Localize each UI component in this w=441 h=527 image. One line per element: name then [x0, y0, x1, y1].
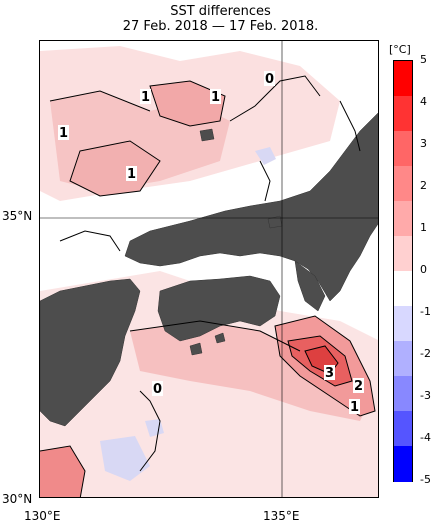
- contour-label: 1: [59, 126, 68, 141]
- colorbar-tick-label: 1: [420, 221, 427, 234]
- colorbar-tick-label: 3: [420, 137, 427, 150]
- colorbar-segment: [394, 201, 412, 237]
- colorbar-segment: [394, 306, 412, 342]
- land-mass: [40, 112, 378, 427]
- lat-label-30: 30°N: [2, 492, 33, 506]
- contour-label: 1: [350, 400, 359, 415]
- colorbar-segment: [394, 61, 412, 97]
- contour-label: 1: [141, 90, 150, 105]
- colorbar-segment: [394, 131, 412, 167]
- graticule: [40, 41, 378, 497]
- sst-map-svg: 1 1 1 1 0 0 3 2 1: [40, 41, 378, 497]
- lat-label-35: 35°N: [2, 209, 33, 223]
- contour-label: 1: [127, 167, 136, 182]
- colorbar-unit: [°C]: [389, 43, 411, 56]
- colorbar-tick-label: -2: [420, 347, 431, 360]
- colorbar-tick-label: -5: [420, 473, 431, 486]
- sst-map: 1 1 1 1 0 0 3 2 1: [39, 40, 379, 498]
- contour-lines: [40, 75, 376, 497]
- colorbar-tick-label: -4: [420, 431, 431, 444]
- colorbar-segment: [394, 446, 412, 482]
- colorbar-tick-label: -3: [420, 389, 431, 402]
- colorbar-segment: [394, 411, 412, 447]
- contour-labels: 1 1 1 1 0 0 3 2 1: [58, 71, 364, 415]
- contour-label: 3: [325, 366, 334, 381]
- colorbar-segment: [394, 236, 412, 272]
- contour-label: 1: [211, 90, 220, 105]
- colorbar-tick-label: -1: [420, 305, 431, 318]
- colorbar-tick-label: 0: [420, 263, 427, 276]
- colorbar: [393, 60, 413, 482]
- lon-label-135: 135°E: [263, 509, 300, 523]
- lon-label-130: 130°E: [24, 509, 61, 523]
- contour-label: 0: [153, 382, 162, 397]
- colorbar-segment: [394, 341, 412, 377]
- colorbar-segment: [394, 166, 412, 202]
- map-title: SST differences: [170, 4, 271, 19]
- contour-label: 2: [354, 379, 363, 394]
- colorbar-tick-label: 4: [420, 95, 427, 108]
- colorbar-segment: [394, 376, 412, 412]
- colorbar-segment: [394, 271, 412, 307]
- colorbar-tick-label: 5: [420, 53, 427, 66]
- map-subtitle: 27 Feb. 2018 — 17 Feb. 2018.: [122, 19, 319, 34]
- colorbar-tick-label: 2: [420, 179, 427, 192]
- contour-label: 0: [265, 72, 274, 87]
- colorbar-segment: [394, 96, 412, 132]
